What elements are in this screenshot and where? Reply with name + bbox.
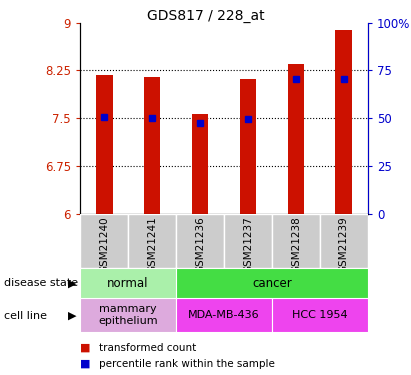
Text: ▶: ▶ — [68, 279, 76, 288]
Text: ■: ■ — [80, 359, 91, 369]
Text: HCC 1954: HCC 1954 — [292, 310, 348, 320]
Text: GSM21240: GSM21240 — [99, 216, 109, 273]
Text: percentile rank within the sample: percentile rank within the sample — [99, 359, 275, 369]
Bar — [240, 79, 256, 214]
Bar — [320, 214, 368, 268]
Bar — [128, 214, 176, 268]
Text: GSM21239: GSM21239 — [339, 216, 349, 273]
Text: MDA-MB-436: MDA-MB-436 — [188, 310, 260, 320]
Bar — [272, 214, 320, 268]
Bar — [80, 268, 176, 298]
Text: disease state: disease state — [4, 279, 78, 288]
Bar — [176, 298, 272, 332]
Bar — [96, 75, 113, 214]
Text: GSM21238: GSM21238 — [291, 216, 301, 273]
Text: transformed count: transformed count — [99, 343, 196, 353]
Text: GSM21241: GSM21241 — [147, 216, 157, 273]
Text: GDS817 / 228_at: GDS817 / 228_at — [147, 9, 264, 23]
Bar — [288, 64, 304, 214]
Text: ■: ■ — [80, 343, 91, 353]
Bar — [176, 268, 368, 298]
Bar — [80, 298, 176, 332]
Bar — [80, 214, 128, 268]
Bar — [272, 298, 368, 332]
Bar — [335, 30, 352, 214]
Bar — [144, 77, 160, 214]
Text: GSM21237: GSM21237 — [243, 216, 253, 273]
Bar — [192, 114, 208, 214]
Bar — [176, 214, 224, 268]
Text: ▶: ▶ — [68, 311, 76, 321]
Text: cancer: cancer — [252, 277, 292, 290]
Text: normal: normal — [107, 277, 149, 290]
Bar — [224, 214, 272, 268]
Text: cell line: cell line — [4, 311, 47, 321]
Text: GSM21236: GSM21236 — [195, 216, 205, 273]
Text: mammary
epithelium: mammary epithelium — [98, 304, 158, 326]
